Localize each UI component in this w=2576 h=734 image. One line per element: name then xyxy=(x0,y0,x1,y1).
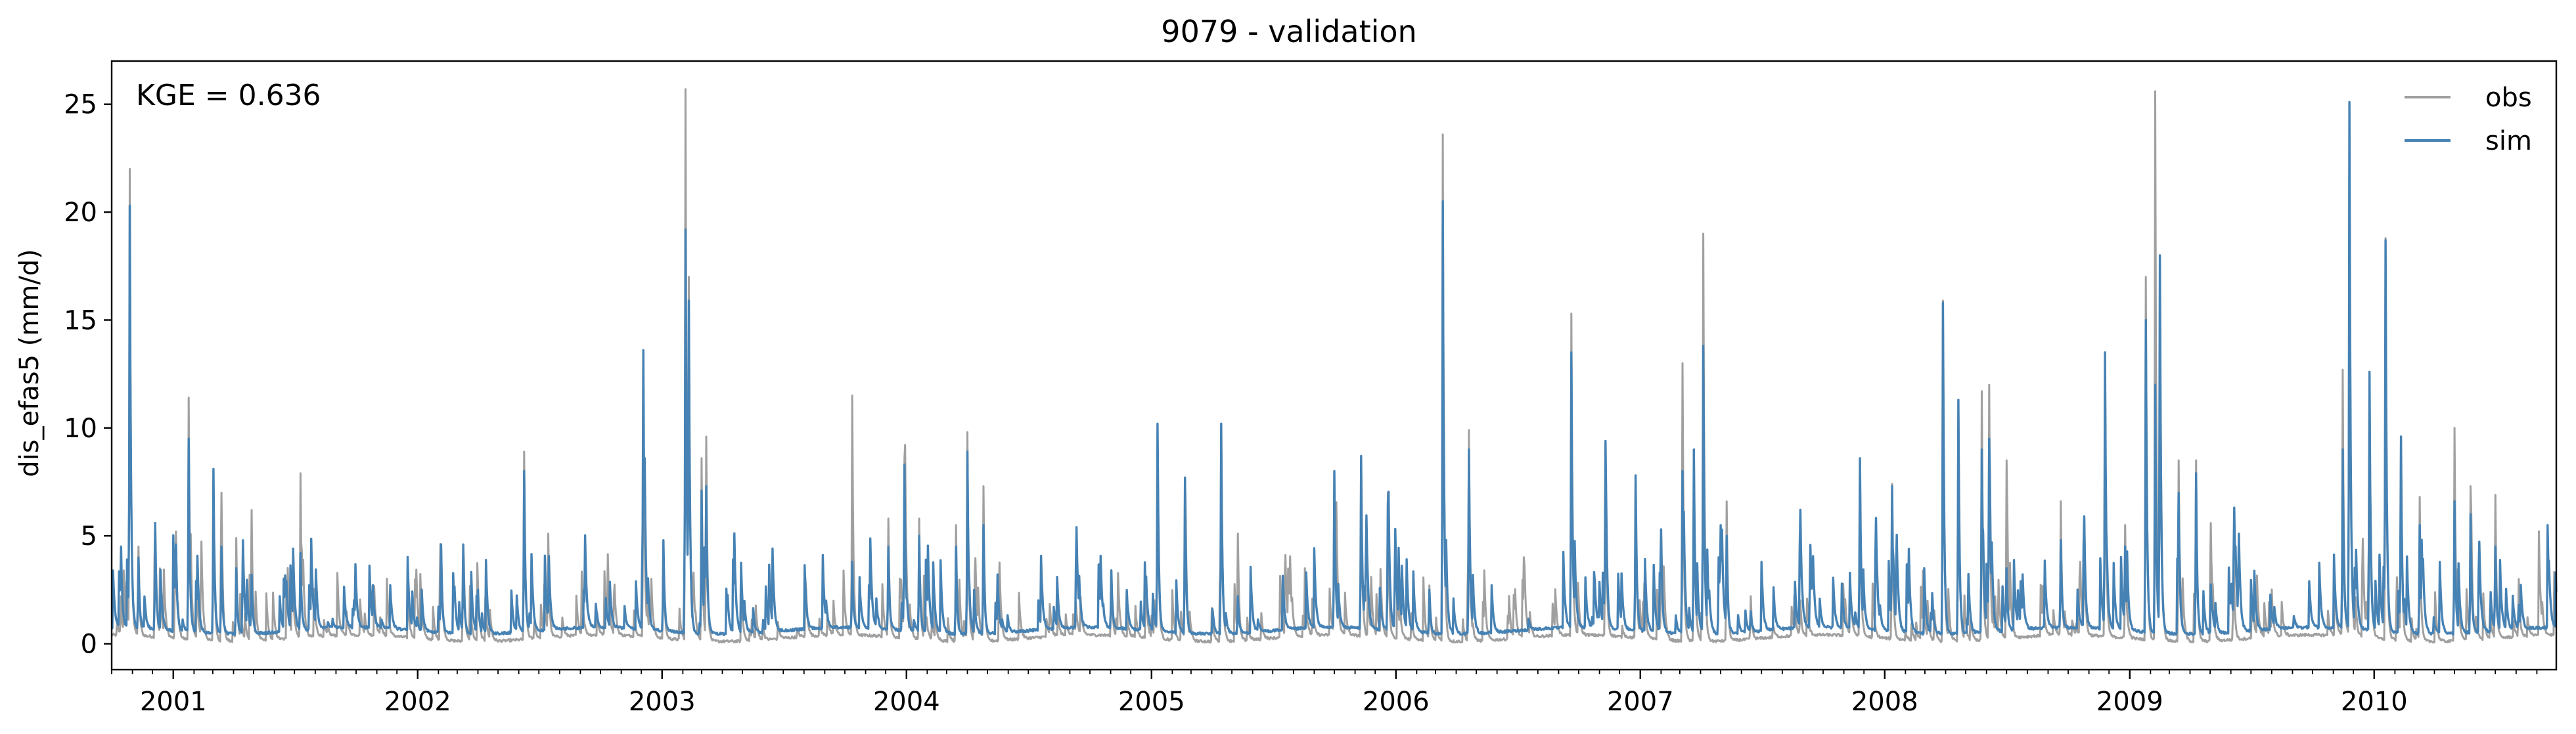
x-tick-label: 2003 xyxy=(629,687,696,717)
x-tick-label: 2006 xyxy=(1363,687,1430,717)
x-tick-label: 2002 xyxy=(384,687,451,717)
y-axis-ticks: 0 5 10 15 20 25 xyxy=(64,90,112,660)
series-line-sim xyxy=(110,100,2558,637)
x-tick-label: 2001 xyxy=(140,687,207,717)
x-tick-label: 2008 xyxy=(1851,687,1918,717)
y-tick-label: 5 xyxy=(81,521,97,551)
x-tick-label: 2007 xyxy=(1607,687,1674,717)
y-tick-label: 10 xyxy=(64,414,97,444)
series-layer xyxy=(110,88,2558,644)
legend-label-obs: obs xyxy=(2485,83,2532,113)
y-tick-label: 20 xyxy=(64,198,97,228)
x-axis-ticks: 2001 2002 2003 2004 2005 2006 2007 2008 2009 2010 xyxy=(111,670,2538,717)
legend: obs sim xyxy=(2405,83,2532,156)
kge-annotation: KGE = 0.636 xyxy=(136,79,321,112)
y-tick-label: 25 xyxy=(64,90,97,120)
legend-label-sim: sim xyxy=(2485,126,2532,156)
x-tick-label: 2005 xyxy=(1118,687,1185,717)
chart-title: 9079 - validation xyxy=(1161,14,1416,49)
y-tick-label: 15 xyxy=(64,305,97,335)
y-axis-label: dis_efas5 (mm/d) xyxy=(14,249,45,477)
x-tick-label: 2004 xyxy=(873,687,940,717)
x-tick-label: 2009 xyxy=(2096,687,2163,717)
y-tick-label: 0 xyxy=(81,630,97,660)
x-tick-label: 2010 xyxy=(2341,687,2408,717)
